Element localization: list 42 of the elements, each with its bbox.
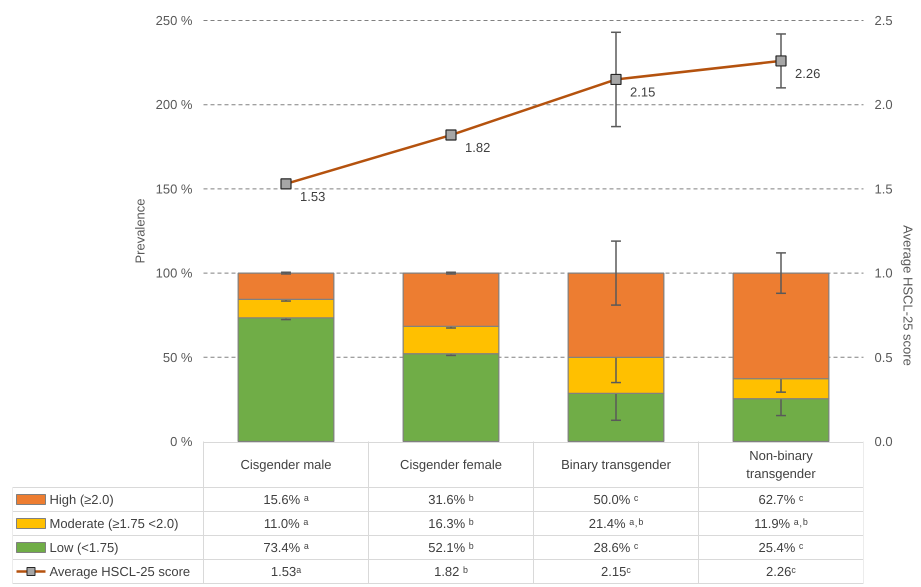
data-label: 1.53 [300, 188, 326, 204]
x-tick-label: Non-binary transgender [746, 448, 816, 481]
legend-label: Moderate (≥1.75 <2.0) [50, 516, 178, 531]
data-label: 73.4% ᵃ [263, 540, 309, 555]
y2-tick-label: 2.0 [874, 97, 893, 112]
y2-tick-label: 2.5 [874, 13, 893, 28]
y2-axis-title: Average HSCL-25 score [900, 225, 916, 366]
legend-label: High (≥2.0) [50, 492, 114, 507]
y-tick-label: 250 % [156, 13, 193, 28]
y2-tick-label: 1.5 [874, 181, 893, 196]
y-tick-label: 0 % [170, 434, 193, 449]
text: 2.26ᶜ [766, 564, 796, 579]
legend-label: Low (<1.75) [50, 540, 119, 555]
data-label: 2.15 [630, 84, 656, 100]
legend-label: Average HSCL-25 score [50, 564, 190, 579]
y-axis-title: Prevalence [132, 198, 148, 264]
data-label: 15.6% ᵃ [263, 492, 309, 507]
data-label: 11.9% ᵃ˒ᵇ [754, 516, 808, 531]
y-tick-label: 200 % [156, 97, 193, 112]
data-label: 62.7% ᶜ [758, 492, 804, 507]
data-label: 1.82 [465, 140, 490, 156]
data-label: 25.4% ᶜ [758, 540, 804, 555]
x-tick-label: Binary transgender [561, 457, 672, 472]
text: 1.82 ᵇ [434, 564, 468, 579]
data-label: 2.26 [795, 66, 820, 81]
y-tick-label: 50 % [162, 350, 193, 365]
data-label: 21.4% ᵃ˒ᵇ [588, 516, 644, 531]
data-label: 52.1% ᵇ [428, 540, 474, 555]
data-label: 50.0% ᶜ [593, 492, 639, 507]
text: 2.15ᶜ [601, 564, 632, 579]
x-tick-label: Cisgender male [240, 457, 332, 472]
text: 1.53ᵃ [270, 564, 302, 579]
y2-tick-label: 1.0 [874, 266, 893, 281]
data-label: 11.0% ᵃ [264, 516, 308, 531]
data-label: 28.6% ᶜ [593, 540, 639, 555]
data-label: 16.3% ᵇ [428, 516, 474, 531]
y-tick-label: 150 % [156, 181, 193, 196]
data-label: 31.6% ᵇ [428, 492, 474, 507]
y-tick-label: 100 % [156, 266, 193, 281]
y2-tick-label: 0.5 [874, 350, 893, 365]
x-tick-label: Cisgender female [400, 457, 502, 472]
y2-tick-label: 0.0 [874, 434, 893, 449]
